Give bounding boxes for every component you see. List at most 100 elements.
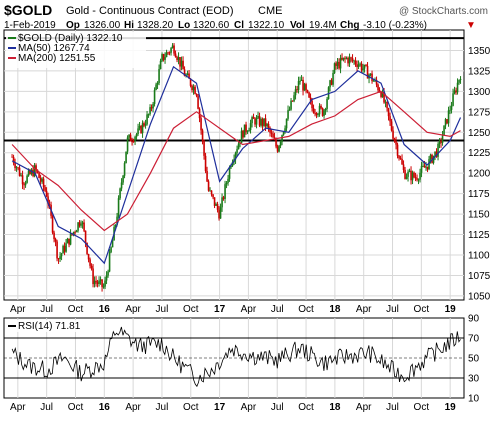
price-candle-body xyxy=(143,123,145,126)
price-candle-body xyxy=(15,167,18,169)
date-axis-tick: Oct xyxy=(414,304,430,315)
rsi-y-axis: 10 30 50 70 90 xyxy=(468,314,480,405)
price-candle-body xyxy=(209,190,211,192)
price-candle-body xyxy=(146,114,148,125)
price-candle-body xyxy=(153,89,156,104)
quote-high: 1328.20 xyxy=(137,20,174,31)
price-candle-body xyxy=(276,146,279,152)
price-candle-body xyxy=(291,100,294,102)
price-candle-body xyxy=(161,54,163,61)
price-candle-body xyxy=(438,140,441,144)
price-candle-body xyxy=(47,196,49,205)
price-candle-body xyxy=(41,178,43,182)
quote-open: 1326.00 xyxy=(84,20,121,31)
price-candle-body xyxy=(419,172,421,180)
price-candle-body xyxy=(234,152,237,160)
quote-low: 1320.60 xyxy=(193,20,230,31)
price-candle-body xyxy=(390,121,393,131)
price-y-tick: 1350 xyxy=(468,46,491,57)
price-y-tick: 1275 xyxy=(468,107,491,118)
price-candle-body xyxy=(246,131,249,133)
price-candle-body xyxy=(176,57,178,60)
price-candle-body xyxy=(311,100,313,109)
price-candle-body xyxy=(288,109,291,111)
price-y-tick: 1200 xyxy=(468,169,491,180)
rsi-panel: 10 30 50 70 90 RSI(14) 71.81 xyxy=(3,314,480,405)
price-candle-body xyxy=(165,52,168,58)
price-candle-body xyxy=(171,45,174,49)
price-candle-body xyxy=(53,232,55,239)
quote-close: 1322.10 xyxy=(248,20,285,31)
price-candle-body xyxy=(303,84,306,91)
price-candle-body xyxy=(63,245,66,252)
rsi-date-axis-tick: Jul xyxy=(271,402,284,413)
date-axis-tick: Jul xyxy=(156,304,169,315)
price-candle-body xyxy=(330,80,333,85)
price-candle-body xyxy=(255,117,258,125)
price-candle-body xyxy=(89,259,91,266)
price-candle-body xyxy=(342,57,345,60)
price-candle-body xyxy=(129,134,132,142)
price-candle-body xyxy=(362,68,364,71)
price-candle-body xyxy=(287,110,289,119)
price-candle-body xyxy=(275,139,277,147)
rsi-y-tick: 30 xyxy=(468,374,480,385)
price-candle-body xyxy=(345,57,348,59)
price-candle-body xyxy=(101,279,103,287)
price-candle-body xyxy=(120,182,123,189)
price-candle-body xyxy=(371,73,373,82)
price-candle-body xyxy=(170,48,172,53)
price-candle-body xyxy=(407,171,409,177)
quote-vol-label: Vol xyxy=(290,20,305,31)
price-candle-body xyxy=(195,93,198,96)
price-candle-body xyxy=(281,135,283,142)
price-candle-body xyxy=(258,116,261,126)
price-y-tick: 1325 xyxy=(468,66,491,77)
price-candle-body xyxy=(446,119,448,124)
price-candle-body xyxy=(111,240,114,248)
price-candle-body xyxy=(254,118,256,125)
rsi-y-tick: 70 xyxy=(468,334,480,345)
price-candle-body xyxy=(392,130,394,139)
price-candle-body xyxy=(294,89,297,96)
price-candle-body xyxy=(347,57,349,64)
price-candle-body xyxy=(282,132,285,136)
price-candle-body xyxy=(12,156,15,163)
price-candle-body xyxy=(434,151,436,156)
price-candle-body xyxy=(441,135,444,143)
price-candle-body xyxy=(62,245,64,254)
price-candle-body xyxy=(132,141,135,143)
price-candle-body xyxy=(191,85,193,91)
price-lines xyxy=(11,65,462,265)
price-y-axis: 1050 1075 1100 1125 1150 1175 1200 1225 1250 1275… xyxy=(468,46,491,302)
price-candle-body xyxy=(324,108,327,111)
price-candle-body xyxy=(167,52,169,54)
price-candle-body xyxy=(375,79,378,85)
price-candle-body xyxy=(459,78,462,80)
price-candle-body xyxy=(236,149,238,153)
price-candle-body xyxy=(242,130,244,138)
quote-vol: 19.4M xyxy=(309,20,337,31)
price-candle-body xyxy=(14,162,16,169)
price-candle-body xyxy=(309,97,312,101)
price-legend: $GOLD (Daily) 1322.10 MA(50) 1267.74 MA(… xyxy=(6,32,146,68)
price-candle-body xyxy=(131,141,133,143)
price-candle-body xyxy=(135,134,138,137)
price-candle-body xyxy=(326,99,328,109)
price-candle-body xyxy=(264,118,267,127)
price-candle-body xyxy=(432,155,435,163)
price-y-tick: 1075 xyxy=(468,271,491,282)
price-candle-body xyxy=(428,159,430,170)
price-candle-body xyxy=(224,184,226,199)
price-candle-body xyxy=(117,198,120,217)
price-candle-body xyxy=(173,45,175,54)
price-candle-body xyxy=(329,80,331,88)
price-candle-body xyxy=(105,275,108,281)
price-candle-body xyxy=(128,134,130,138)
price-candle-body xyxy=(80,224,82,226)
price-candle-body xyxy=(458,79,460,83)
price-candle-body xyxy=(321,107,324,116)
price-candle-body xyxy=(39,178,42,182)
price-candle-body xyxy=(11,156,13,158)
price-candle-body xyxy=(410,170,412,181)
